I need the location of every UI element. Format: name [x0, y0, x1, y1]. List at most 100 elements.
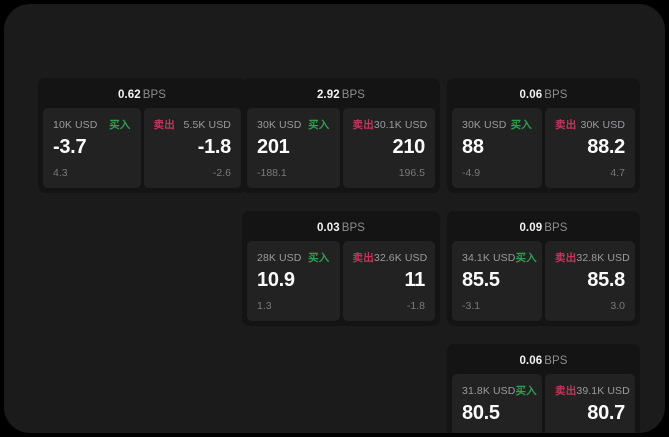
buy-delta: -3.1 [462, 300, 481, 312]
spread-unit: BPS [544, 222, 568, 234]
buy-delta: 1.3 [257, 300, 272, 312]
sell-delta: 4.7 [610, 167, 625, 179]
spread-unit: BPS [544, 355, 568, 367]
card-header: 0.06 BPS [452, 83, 635, 108]
sell-tag: 卖出 [555, 385, 577, 397]
buy-side[interactable]: 30K USD 买入 88 -4.9 [452, 108, 542, 188]
buy-side[interactable]: 31.8K USD 买入 80.5 -10.8 [452, 374, 542, 433]
quote-card[interactable]: 2.92 BPS 30K USD 买入 201 -188.1 卖出 [242, 78, 440, 193]
sell-tag: 卖出 [555, 252, 577, 264]
sell-side-header: 卖出 39.1K USD [555, 383, 630, 398]
sell-size-label: 30.1K USD [373, 119, 428, 131]
quote-column-3: 0.06 BPS 30K USD 买入 88 -4.9 卖出 [447, 78, 640, 433]
spread-unit: BPS [341, 222, 366, 234]
spread-value: 0.06 [519, 355, 543, 367]
sell-delta: 3.0 [610, 300, 625, 312]
buy-price: -3.7 [53, 136, 87, 158]
spread-unit: BPS [544, 89, 568, 101]
card-header: 0.62 BPS [43, 83, 241, 108]
sell-side[interactable]: 卖出 32.8K USD 85.8 3.0 [545, 241, 635, 321]
buy-side[interactable]: 10K USD 买入 -3.7 4.3 [43, 108, 141, 188]
buy-side[interactable]: 34.1K USD 买入 85.5 -3.1 [452, 241, 542, 321]
buy-tag: 买入 [515, 252, 537, 264]
buy-size-label: 30K USD [462, 119, 507, 131]
card-header: 0.09 BPS [452, 216, 635, 241]
sell-side-header: 卖出 30K USD [555, 117, 625, 132]
buy-side[interactable]: 30K USD 买入 201 -188.1 [247, 108, 340, 188]
sell-price: 80.7 [587, 402, 625, 424]
sell-size-label: 32.6K USD [373, 252, 428, 264]
buy-size-label: 30K USD [257, 119, 302, 131]
card-sides: 10K USD 买入 -3.7 4.3 卖出 5.5K USD -1.8 -2.… [43, 108, 241, 188]
sell-size-label: 32.8K USD [576, 252, 630, 264]
sell-side-header: 卖出 32.8K USD [555, 250, 630, 265]
buy-tag: 买入 [308, 252, 330, 264]
sell-delta: 196.5 [398, 167, 425, 179]
buy-side-header: 30K USD 买入 [462, 117, 532, 132]
card-header: 2.92 BPS [247, 83, 435, 108]
buy-price: 10.9 [257, 269, 295, 291]
sell-side[interactable]: 卖出 32.6K USD 11 -1.8 [342, 241, 435, 321]
quote-card[interactable]: 0.62 BPS 10K USD 买入 -3.7 4.3 卖出 [38, 78, 246, 193]
buy-size-label: 31.8K USD [462, 385, 516, 397]
sell-price: 210 [392, 136, 426, 158]
spread-unit: BPS [341, 89, 366, 101]
sell-price: 85.8 [587, 269, 625, 291]
sell-price: -1.8 [197, 136, 232, 158]
buy-side[interactable]: 28K USD 买入 10.9 1.3 [247, 241, 340, 321]
sell-size-label: 5.5K USD [183, 119, 231, 131]
buy-tag: 买入 [510, 119, 532, 131]
card-sides: 30K USD 买入 201 -188.1 卖出 30.1K USD 210 1… [247, 108, 435, 188]
buy-tag: 买入 [109, 119, 131, 131]
sell-tag: 卖出 [352, 252, 374, 264]
sell-side-header: 卖出 32.6K USD [352, 250, 428, 265]
card-sides: 31.8K USD 买入 80.5 -10.8 卖出 39.1K USD 80.… [452, 374, 635, 433]
spread-value: 0.09 [519, 222, 543, 234]
spread-unit: BPS [142, 89, 167, 101]
sell-side-header: 卖出 5.5K USD [154, 117, 232, 132]
buy-delta: 4.3 [53, 167, 68, 179]
quote-column-2: 2.92 BPS 30K USD 买入 201 -188.1 卖出 [242, 78, 440, 344]
buy-delta: -188.1 [257, 167, 287, 179]
sell-side[interactable]: 卖出 39.1K USD 80.7 10.2 [545, 374, 635, 433]
quote-card[interactable]: 0.09 BPS 34.1K USD 买入 85.5 -3.1 卖出 [447, 211, 640, 326]
quote-column-1: 0.62 BPS 10K USD 买入 -3.7 4.3 卖出 [38, 78, 246, 211]
buy-delta: -4.9 [462, 167, 481, 179]
buy-price: 80.5 [462, 402, 500, 424]
card-sides: 30K USD 买入 88 -4.9 卖出 30K USD 88.2 4.7 [452, 108, 635, 188]
card-sides: 28K USD 买入 10.9 1.3 卖出 32.6K USD 11 -1.8 [247, 241, 435, 321]
buy-side-header: 28K USD 买入 [257, 250, 330, 265]
buy-tag: 买入 [308, 119, 330, 131]
sell-delta: -2.6 [212, 167, 231, 179]
buy-size-label: 10K USD [53, 119, 98, 131]
buy-size-label: 34.1K USD [462, 252, 516, 264]
buy-side-header: 30K USD 买入 [257, 117, 330, 132]
buy-price: 88 [462, 136, 484, 158]
buy-price: 201 [257, 136, 290, 158]
sell-size-label: 30K USD [580, 119, 625, 131]
app-panel: 0.62 BPS 10K USD 买入 -3.7 4.3 卖出 [4, 4, 665, 433]
quote-card[interactable]: 0.06 BPS 30K USD 买入 88 -4.9 卖出 [447, 78, 640, 193]
buy-tag: 买入 [515, 385, 537, 397]
sell-price: 88.2 [587, 136, 625, 158]
sell-side[interactable]: 卖出 5.5K USD -1.8 -2.6 [143, 108, 241, 188]
sell-price: 11 [404, 269, 425, 291]
sell-tag: 卖出 [153, 119, 175, 131]
sell-side-header: 卖出 30.1K USD [353, 117, 428, 132]
spread-value: 0.03 [316, 222, 340, 234]
card-header: 0.06 BPS [452, 349, 635, 374]
quote-card[interactable]: 0.03 BPS 28K USD 买入 10.9 1.3 卖出 [242, 211, 440, 326]
buy-side-header: 10K USD 买入 [53, 117, 131, 132]
spread-value: 0.62 [117, 89, 141, 101]
buy-size-label: 28K USD [257, 252, 302, 264]
buy-side-header: 34.1K USD 买入 [462, 250, 537, 265]
card-sides: 34.1K USD 买入 85.5 -3.1 卖出 32.8K USD 85.8… [452, 241, 635, 321]
buy-price: 85.5 [462, 269, 500, 291]
sell-side[interactable]: 卖出 30.1K USD 210 196.5 [342, 108, 435, 188]
sell-delta: -1.8 [406, 300, 425, 312]
sell-tag: 卖出 [555, 119, 577, 131]
spread-value: 0.06 [519, 89, 543, 101]
buy-side-header: 31.8K USD 买入 [462, 383, 537, 398]
sell-side[interactable]: 卖出 30K USD 88.2 4.7 [545, 108, 635, 188]
